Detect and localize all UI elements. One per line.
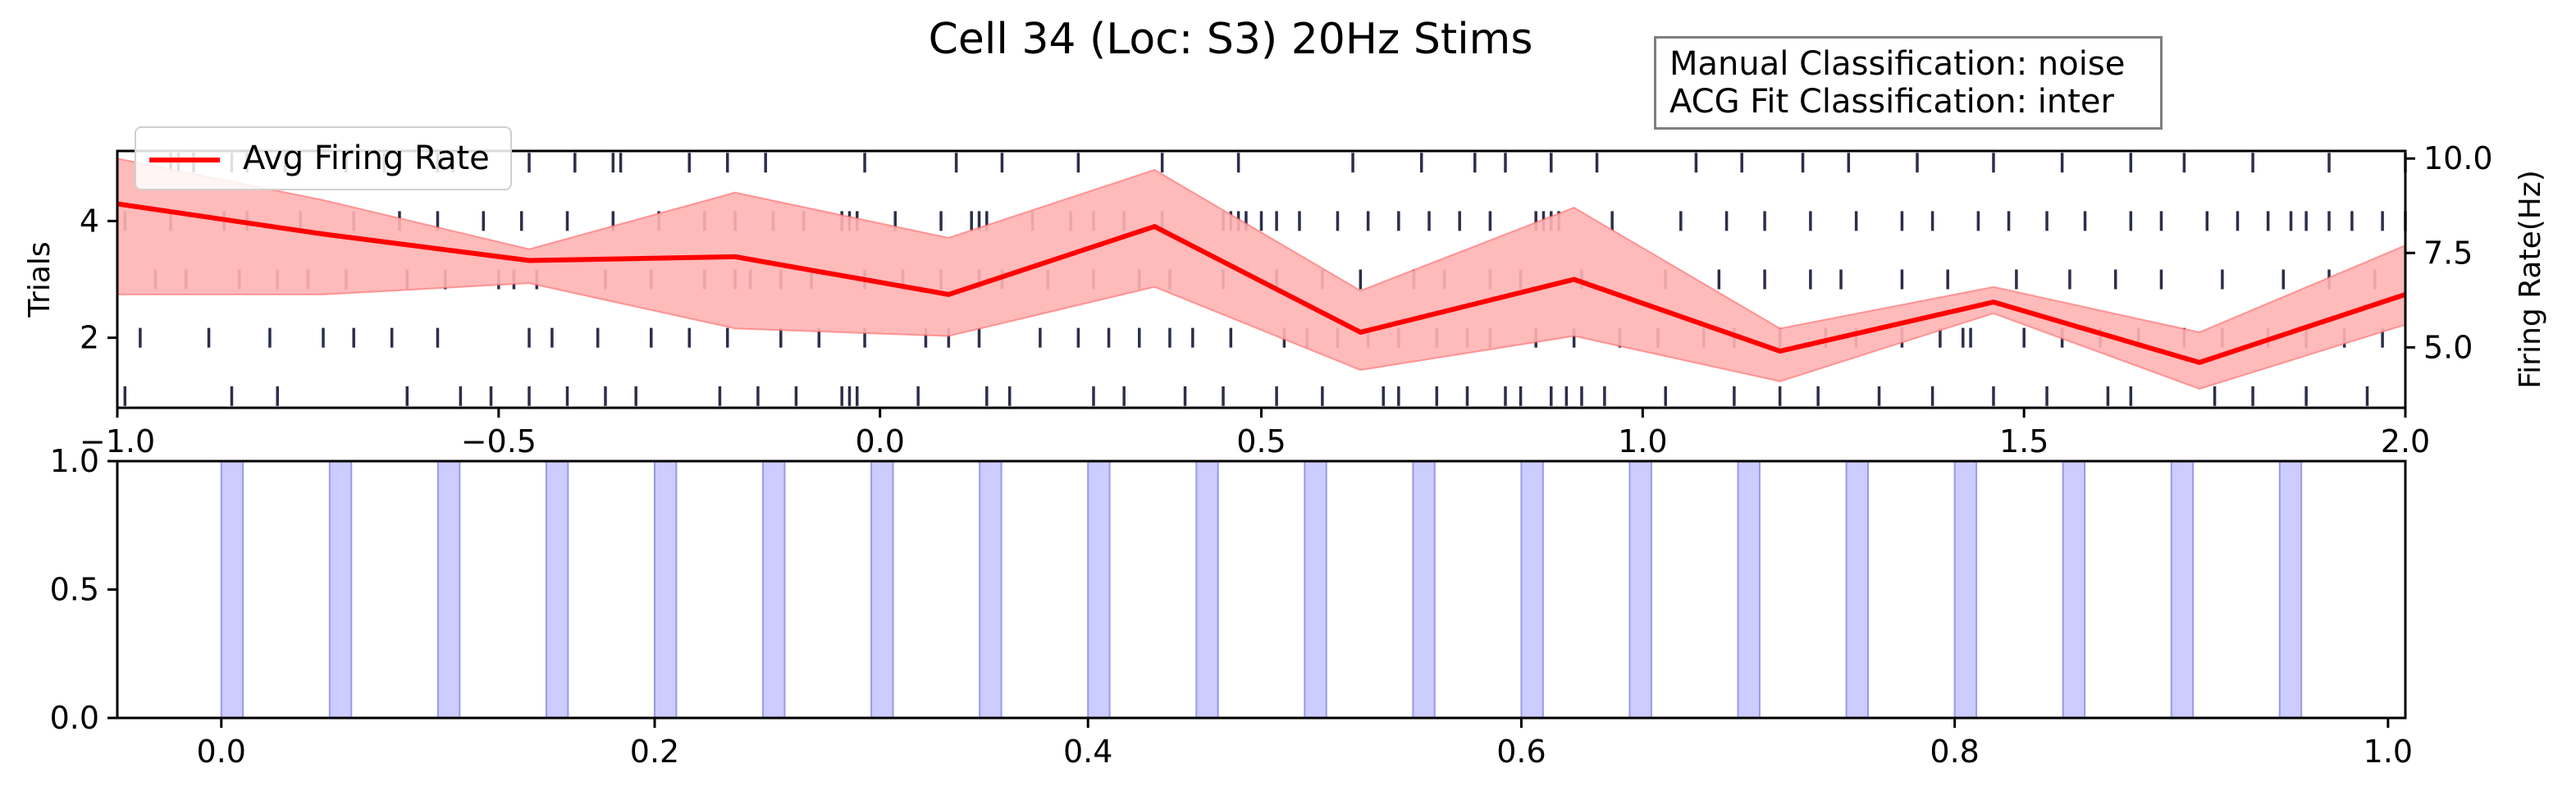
stimulus-x-tick-label: 0.2	[630, 734, 679, 770]
raster-x-tick-label: −1.0	[80, 423, 155, 459]
stimulus-y-tick-label: 1.0	[50, 443, 99, 479]
stimulus-x-tick-label: 0.4	[1063, 734, 1112, 770]
raster-x-tick-label: 0.5	[1236, 423, 1286, 459]
figure-title: Cell 34 (Loc: S3) 20Hz Stims	[928, 15, 1533, 64]
legend-label-avg-firing-rate: Avg Firing Rate	[243, 139, 490, 177]
legend-swatch-avg-firing-rate	[149, 158, 220, 162]
stimulus-bar-4	[653, 460, 678, 719]
stimulus-bars	[220, 460, 2303, 719]
rate-y-ticks: 5.0 7.5 10.0	[2405, 140, 2493, 365]
firing-rate-axis-label: Firing Rate(Hz)	[2514, 170, 2547, 389]
raster-x-tick-label: 1.0	[1618, 423, 1667, 459]
stimulus-bar-2	[436, 460, 461, 719]
stimulus-bar-16	[1953, 460, 1978, 719]
raster-y-ticks: 24	[80, 203, 117, 356]
stimulus-bar-0	[220, 460, 244, 719]
stimulus-bar-10	[1304, 460, 1327, 719]
trials-tick-label: 4	[80, 203, 99, 239]
stimulus-x-ticks: 0.0 0.2 0.4 0.6 0.8 1.0	[197, 718, 2413, 770]
avg-firing-rate-line	[116, 201, 2406, 365]
stimulus-x-tick-label: 0.6	[1496, 734, 1546, 770]
raster-x-tick-label: 0.0	[855, 423, 904, 459]
raster-x-tick-label: 2.0	[2381, 423, 2430, 459]
stimulus-bar-13	[1628, 460, 1652, 719]
rate-tick-label: 5.0	[2423, 329, 2473, 365]
rate-tick-label: 7.5	[2423, 235, 2473, 271]
raster-x-tick-label: −0.5	[461, 423, 537, 459]
stimulus-bar-5	[762, 460, 786, 719]
rate-tick-label: 10.0	[2423, 140, 2493, 176]
classification-box: Manual Classification: noise ACG Fit Cla…	[1654, 36, 2163, 130]
stimulus-bar-18	[2170, 460, 2195, 719]
stimulus-y-tick-label: 0.5	[50, 572, 99, 608]
stimulus-bar-3	[545, 460, 569, 719]
raster-rate-axes: −1.0 −0.5 0.0 0.5 1.0 1.5 2.0 24 5.07.510.0 Tr…	[23, 140, 2547, 459]
stimulus-bar-17	[2062, 460, 2086, 719]
stimulus-x-tick-label: 1.0	[2364, 734, 2413, 770]
stimulus-bar-1	[328, 460, 353, 719]
stimulus-y-tick-label: 0.0	[50, 700, 99, 736]
stimulus-bar-15	[1845, 460, 1870, 719]
raster-x-ticks: −1.0 −0.5 0.0 0.5 1.0 1.5 2.0	[80, 408, 2430, 459]
stimulus-x-tick-label: 0.0	[197, 734, 246, 770]
stimulus-axes: 0.0 0.2 0.4 0.6 0.8 1.0 0.0 0.5 1.0	[50, 443, 2414, 770]
stimulus-bar-14	[1737, 460, 1761, 719]
firing-rate-line	[116, 201, 2406, 365]
stimulus-bar-7	[979, 460, 1003, 719]
stimulus-bar-9	[1195, 460, 1219, 719]
stimulus-bar-12	[1520, 460, 1544, 719]
legend: Avg Firing Rate	[135, 126, 512, 190]
stimulus-bar-19	[2278, 460, 2303, 719]
stimulus-y-ticks: 0.0 0.5 1.0	[50, 443, 117, 736]
firing-rate-band	[116, 157, 2406, 391]
stimulus-bar-8	[1087, 460, 1111, 719]
firing-rate-confidence-band	[116, 157, 2406, 391]
trials-tick-label: 2	[80, 320, 99, 356]
acg-fit-classification: ACG Fit Classification: inter	[1669, 83, 2114, 121]
stimulus-bar-11	[1412, 460, 1436, 719]
raster-x-tick-label: 1.5	[1999, 423, 2048, 459]
stimulus-axes-frame	[116, 459, 2407, 720]
manual-classification: Manual Classification: noise	[1669, 45, 2126, 83]
trials-axis-label: Trials	[23, 241, 57, 318]
stimulus-x-tick-label: 0.8	[1930, 734, 1979, 770]
stimulus-bar-6	[870, 460, 894, 719]
